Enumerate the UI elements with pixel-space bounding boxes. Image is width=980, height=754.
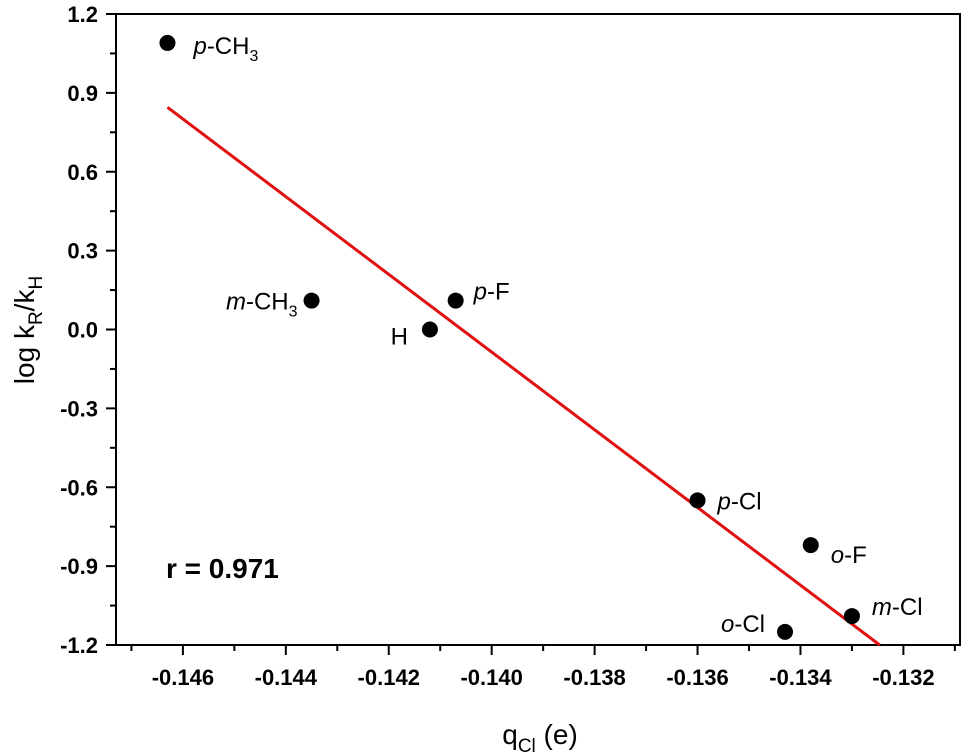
y-tick-label: -1.2 xyxy=(60,633,98,658)
data-point xyxy=(447,292,464,309)
point-label: p-Cl xyxy=(717,488,762,515)
x-tick-label: -0.136 xyxy=(666,665,728,690)
point-label: m-CH3 xyxy=(226,289,298,321)
correlation-annotation: r = 0.971 xyxy=(166,553,279,584)
x-tick-label: -0.140 xyxy=(460,665,522,690)
data-point xyxy=(159,34,176,51)
y-tick-label: 0.9 xyxy=(67,81,98,106)
y-tick-label: -0.6 xyxy=(60,475,98,500)
y-tick-label: 0.0 xyxy=(67,318,98,343)
y-axis-title: log kR/kH xyxy=(9,276,47,384)
point-labels: p-CH3 m-CH3 Hp-F p-Cl o-Fm-Cl o-Cl xyxy=(192,33,922,638)
point-label: m-Cl xyxy=(872,594,923,621)
data-point xyxy=(689,492,706,509)
data-point xyxy=(777,623,794,640)
x-tick-label: -0.132 xyxy=(872,665,934,690)
y-axis-ticks: -1.2 -0.9 -0.6 -0.3 0.0 0.3 0.6 0.9 1.2 xyxy=(60,2,116,658)
x-tick-label: -0.144 xyxy=(255,665,318,690)
point-label: H xyxy=(391,324,408,351)
point-label: p-F xyxy=(473,279,510,306)
data-point xyxy=(843,608,860,625)
x-axis-title: qCl (e) xyxy=(502,719,578,754)
y-tick-label: 1.2 xyxy=(67,2,98,27)
point-label: o-Cl xyxy=(721,611,765,638)
data-point xyxy=(802,537,819,554)
point-label: p-CH3 xyxy=(192,33,258,65)
x-tick-label: -0.138 xyxy=(563,665,625,690)
x-tick-label: -0.146 xyxy=(152,665,214,690)
x-axis-ticks: -0.146 -0.144 -0.142 -0.140 -0.138 -0.136 -0.1… xyxy=(130,645,956,690)
point-label: o-F xyxy=(831,542,867,569)
data-point xyxy=(421,321,438,338)
x-tick-label: -0.142 xyxy=(358,665,420,690)
x-tick-label: -0.134 xyxy=(769,665,832,690)
data-points xyxy=(159,34,860,640)
y-tick-label: -0.3 xyxy=(60,396,98,421)
data-point xyxy=(303,292,320,309)
y-tick-label: -0.9 xyxy=(60,554,98,579)
y-tick-label: 0.3 xyxy=(67,239,98,264)
fit-line-group xyxy=(166,106,881,647)
y-tick-label: 0.6 xyxy=(67,160,98,185)
fit-line xyxy=(166,106,881,647)
